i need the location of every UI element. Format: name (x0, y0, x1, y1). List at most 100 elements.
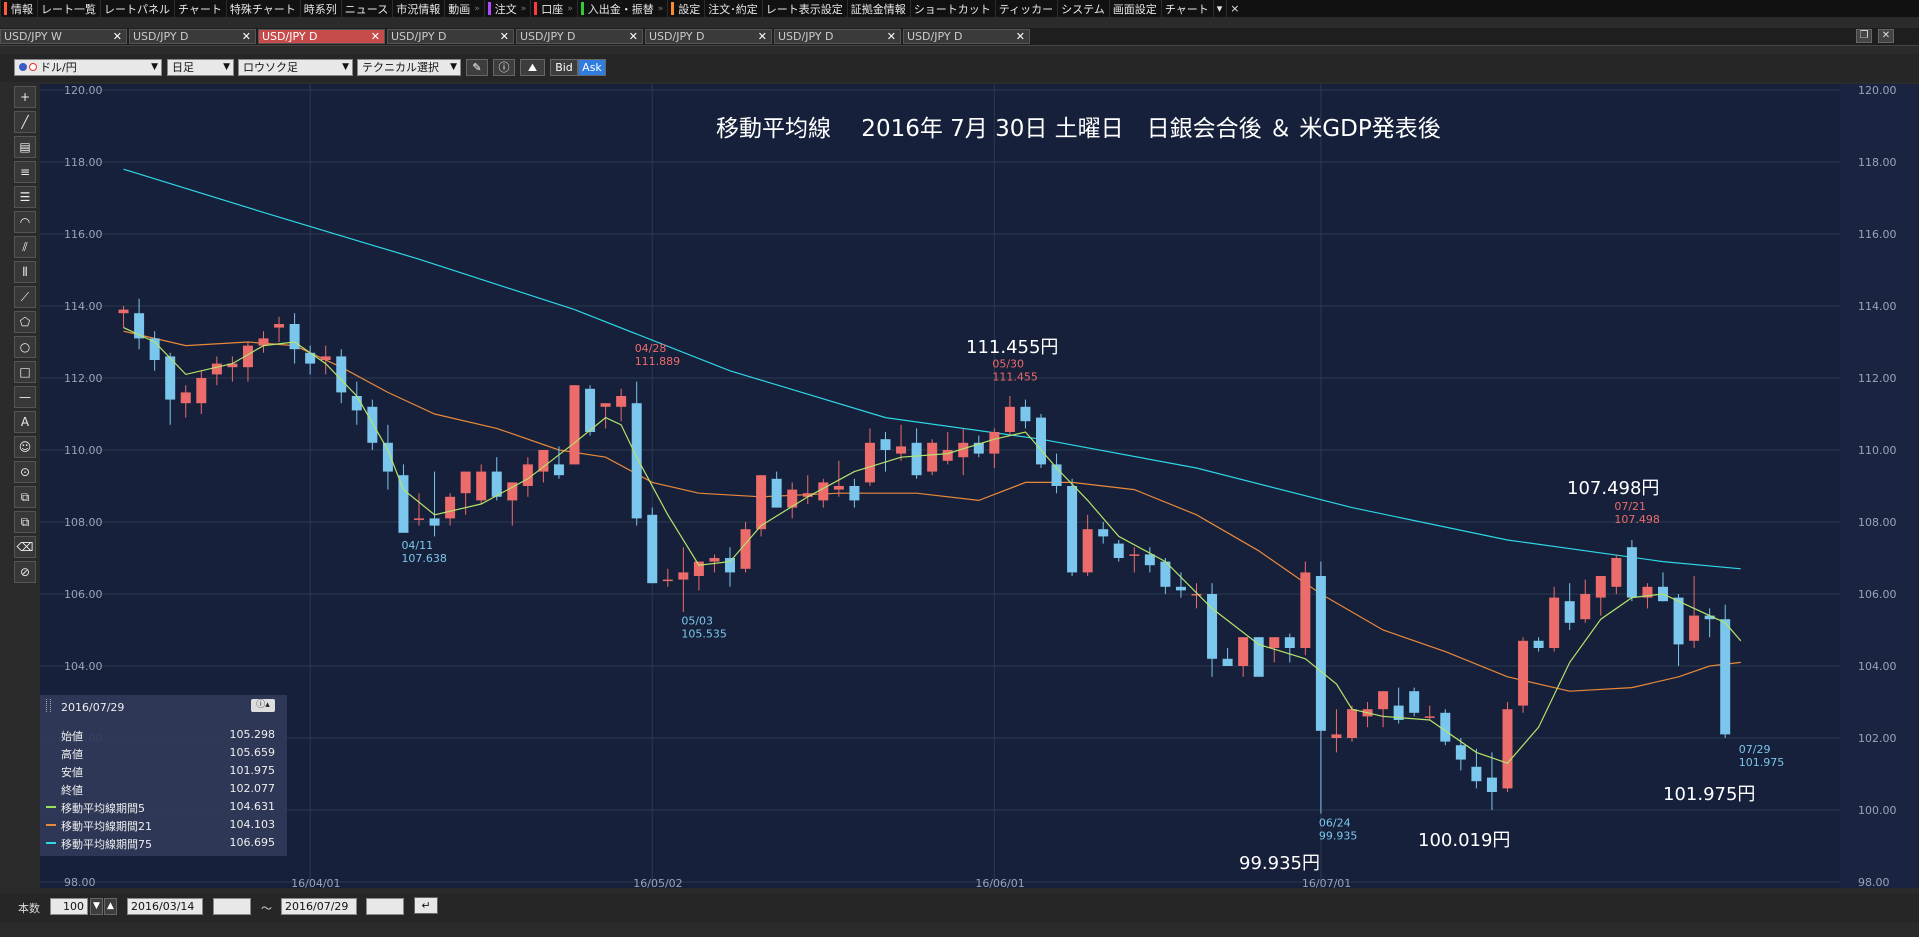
drag-handle-icon[interactable] (46, 699, 51, 712)
eraser-icon[interactable]: ⌫ (14, 536, 36, 558)
menu-dropdown-icon[interactable]: ▾ (1212, 0, 1227, 17)
menu-item-label: ニュース (344, 2, 389, 16)
menu-item[interactable]: 入出金・振替» (576, 0, 668, 17)
menu-item[interactable]: ティッカー (994, 0, 1057, 17)
return-icon[interactable]: ↵ (414, 897, 438, 914)
menu-item[interactable]: チャート (1160, 0, 1213, 17)
from-time-input[interactable] (213, 898, 251, 915)
tab-close-icon[interactable]: ✕ (241, 30, 251, 43)
tab-close-icon[interactable]: ✕ (370, 30, 380, 43)
close-window-icon[interactable]: ✕ (1878, 29, 1894, 43)
chart-type-select[interactable]: ロウソク足 ▼ (238, 59, 353, 76)
pitchfork-icon[interactable]: ⟋ (14, 286, 36, 308)
chart-tab[interactable]: USD/JPY D ✕ (903, 29, 1030, 44)
to-time-input[interactable] (366, 898, 404, 915)
mountain-chart-icon[interactable]: ⛰ (520, 59, 545, 76)
menu-item[interactable]: 情報 (0, 0, 37, 17)
arc-icon[interactable]: ◠ (14, 211, 36, 233)
clone-icon[interactable]: ⧉ (14, 511, 36, 533)
menu-item[interactable]: チャート (174, 0, 226, 17)
candle-down (149, 338, 160, 360)
line-icon[interactable]: ╱ (14, 111, 36, 133)
menu-item[interactable]: 特殊チャート (225, 0, 300, 17)
menu-overflow-icon[interactable]: » (474, 3, 480, 14)
ohlc-info-panel: 2016/07/29 ⓘ▴ 始値 105.298 高値 105.659 安値 101.97… (40, 695, 287, 856)
technical-select[interactable]: テクニカル選択 ▼ (357, 59, 461, 76)
menu-item[interactable]: レートパネル (100, 0, 174, 17)
chevron-down-icon: ▼ (223, 62, 230, 72)
restore-window-icon[interactable]: ❐ (1856, 29, 1872, 43)
menu-item[interactable]: 注文･約定 (704, 0, 762, 17)
info-toggle-icon[interactable]: ⓘ▴ (251, 699, 275, 712)
tab-close-icon[interactable]: ✕ (757, 30, 767, 43)
count-up-icon[interactable]: ▲ (104, 898, 117, 915)
bid-button[interactable]: Bid (550, 59, 578, 76)
fan-icon[interactable]: ⫽ (14, 236, 36, 258)
hline-icon[interactable]: — (14, 386, 36, 408)
menu-close-icon[interactable]: × (1226, 0, 1243, 17)
menu-item[interactable]: ショートカット (909, 0, 995, 17)
copy-icon[interactable]: ⧉ (14, 486, 36, 508)
magnet-icon[interactable]: ⊙ (14, 461, 36, 483)
stamp-icon[interactable]: ☺ (14, 436, 36, 458)
to-date-input[interactable]: 2016/07/29 (281, 898, 357, 915)
menu-item[interactable]: 市況情報 (392, 0, 444, 17)
menu-item[interactable]: レート表示設定 (761, 0, 847, 17)
tab-close-icon[interactable]: ✕ (499, 30, 509, 43)
tab-close-icon[interactable]: ✕ (628, 30, 638, 43)
menu-item[interactable]: 時系列 (299, 0, 341, 17)
info-icon[interactable]: ⓘ (493, 59, 515, 76)
chart-tab[interactable]: USD/JPY D ✕ (774, 29, 901, 44)
vlines-icon[interactable]: ⦀ (14, 261, 36, 283)
cross-icon[interactable]: + (14, 86, 36, 108)
menu-overflow-icon[interactable]: » (657, 3, 664, 14)
menu-overflow-icon[interactable]: » (520, 3, 527, 14)
candle-up (1689, 615, 1700, 641)
menu-item[interactable]: 動画» (444, 0, 484, 17)
chart-tab[interactable]: USD/JPY D ✕ (516, 29, 643, 44)
clear-icon[interactable]: ⊘ (14, 561, 36, 583)
menu-overflow-icon[interactable]: » (567, 3, 573, 14)
count-input[interactable]: 100 (50, 898, 88, 915)
ask-button[interactable]: Ask (578, 59, 606, 76)
rect-icon[interactable]: □ (14, 361, 36, 383)
tab-close-icon[interactable]: ✕ (112, 30, 122, 43)
menu-item[interactable]: 口座» (530, 0, 577, 17)
candle-down (1564, 601, 1575, 623)
tab-close-icon[interactable]: ✕ (1015, 30, 1025, 43)
chart-tab[interactable]: USD/JPY W ✕ (0, 29, 127, 44)
pair-select[interactable]: ドル/円 ▼ (14, 59, 162, 76)
extreme-date-label: 04/11 (401, 539, 433, 552)
pentagon-icon[interactable]: ⬠ (14, 311, 36, 333)
menu-item[interactable]: 設定 (667, 0, 704, 17)
price-chart[interactable]: 120.00 120.00 118.00 118.00 116.00 116.00 114.… (40, 84, 1919, 888)
info-row: 高値 105.659 (40, 746, 287, 761)
menu-item[interactable]: システム (1057, 0, 1109, 17)
pen-icon[interactable]: ✎ (466, 59, 488, 76)
chart-tab[interactable]: USD/JPY D ✕ (129, 29, 256, 44)
menu-item[interactable]: レート一覧 (37, 0, 100, 17)
tab-close-icon[interactable]: ✕ (886, 30, 896, 43)
from-date-input[interactable]: 2016/03/14 (127, 898, 203, 915)
candle-up (1580, 594, 1591, 620)
timeframe-select[interactable]: 日足 ▼ (167, 59, 234, 76)
count-down-icon[interactable]: ▼ (90, 898, 103, 915)
chart-tab[interactable]: USD/JPY D ✕ (645, 29, 772, 44)
chevron-down-icon: ▼ (342, 62, 349, 72)
chart-tab[interactable]: USD/JPY D ✕ (387, 29, 514, 44)
circle-icon[interactable]: ○ (14, 336, 36, 358)
y-tick-label-left: 98.00 (64, 876, 96, 888)
y-tick-label-left: 110.00 (64, 444, 103, 457)
text-icon[interactable]: A (14, 411, 36, 433)
chart-tab[interactable]: USD/JPY D ✕ (258, 29, 385, 44)
fib-icon[interactable]: ☰ (14, 186, 36, 208)
menu-item-label: 情報 (11, 2, 33, 16)
menu-item[interactable]: 証拠金情報 (846, 0, 910, 17)
ruler-icon[interactable]: ▤ (14, 136, 36, 158)
annotation-price-label: 99.935円 (1239, 853, 1320, 874)
hlines-icon[interactable]: ≡ (14, 161, 36, 183)
ma5-line (123, 327, 1742, 764)
menu-item[interactable]: ニュース (340, 0, 392, 17)
menu-item[interactable]: 注文» (483, 0, 531, 17)
menu-item[interactable]: 画面設定 (1108, 0, 1161, 17)
